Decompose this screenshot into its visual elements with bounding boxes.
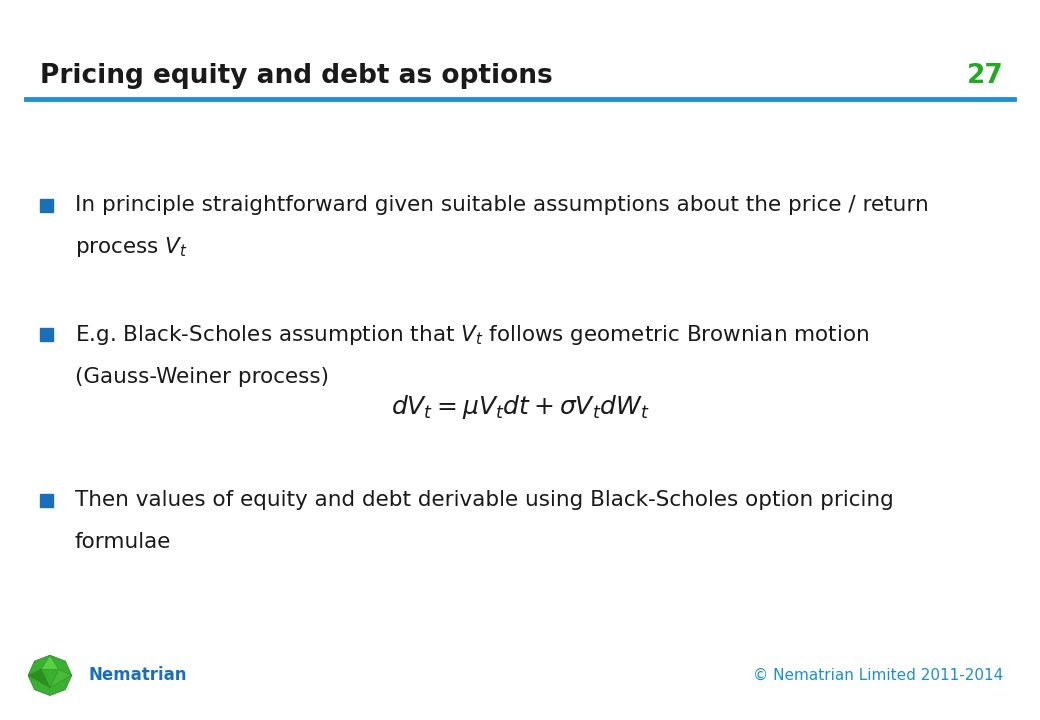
Text: Nematrian: Nematrian — [88, 667, 187, 684]
Text: formulae: formulae — [75, 532, 172, 552]
Text: In principle straightforward given suitable assumptions about the price / return: In principle straightforward given suita… — [75, 195, 929, 215]
Text: E.g. Black-Scholes assumption that $V_t$ follows geometric Brownian motion: E.g. Black-Scholes assumption that $V_t$… — [75, 323, 869, 347]
Text: Then values of equity and debt derivable using Black-Scholes option pricing: Then values of equity and debt derivable… — [75, 490, 893, 510]
Text: (Gauss-Weiner process): (Gauss-Weiner process) — [75, 366, 329, 387]
Text: 27: 27 — [967, 63, 1004, 89]
Text: Pricing equity and debt as options: Pricing equity and debt as options — [40, 63, 552, 89]
Text: process $V_t$: process $V_t$ — [75, 235, 188, 259]
Text: © Nematrian Limited 2011-2014: © Nematrian Limited 2011-2014 — [753, 668, 1004, 683]
Text: $dV_t = \mu V_t dt + \sigma V_t dW_t$: $dV_t = \mu V_t dt + \sigma V_t dW_t$ — [391, 393, 649, 420]
